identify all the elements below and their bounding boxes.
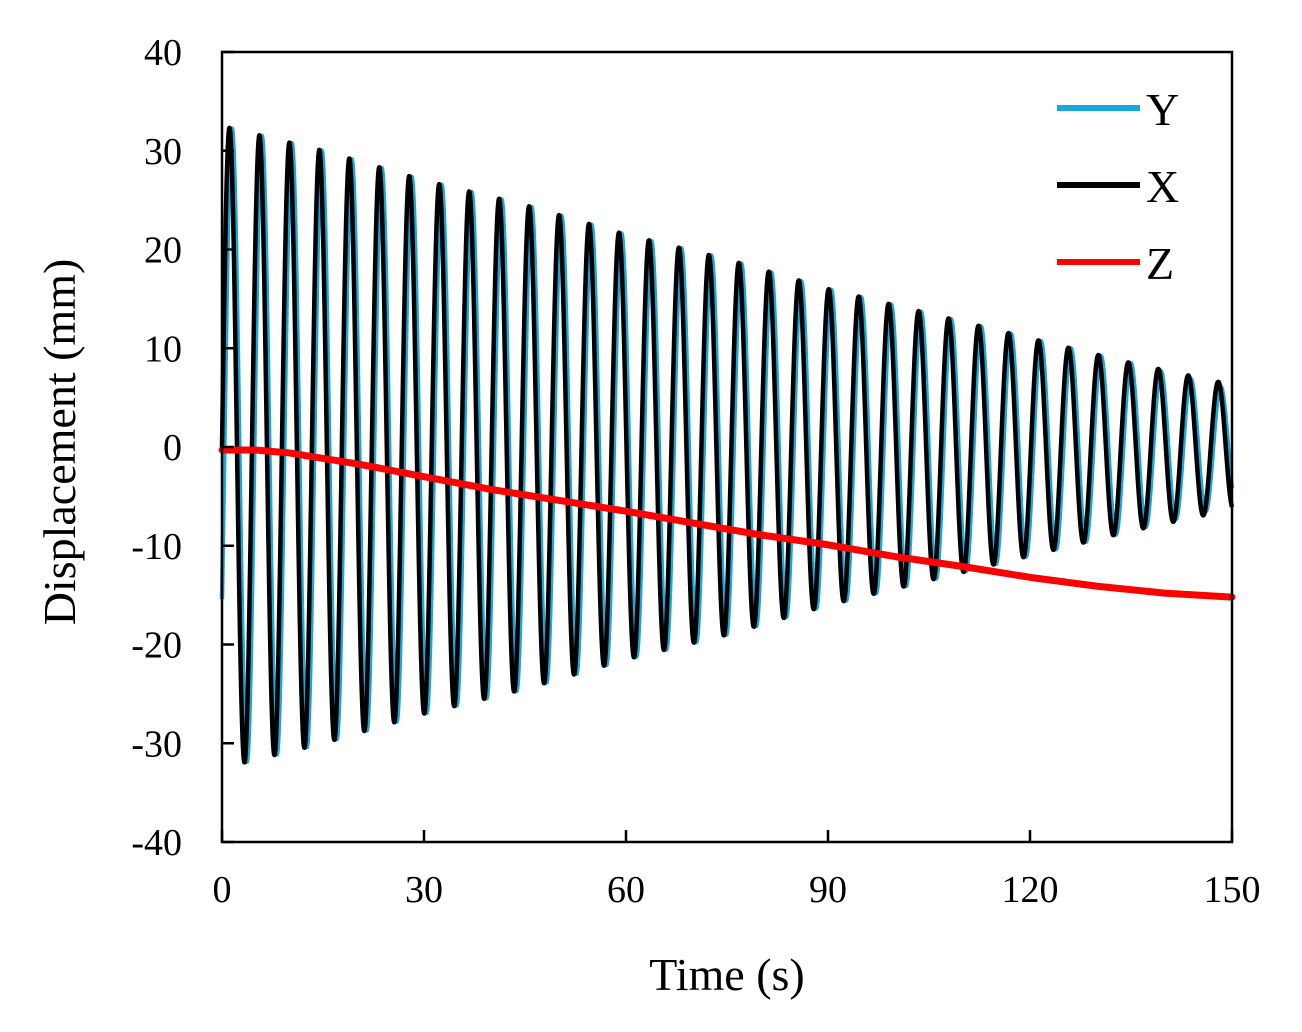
- y-tick-label: 10: [144, 328, 182, 370]
- y-tick-label: -20: [131, 625, 182, 667]
- y-tick-label: 0: [163, 427, 182, 469]
- series-line-y: [219, 126, 1235, 765]
- y-tick-label: 20: [144, 230, 182, 272]
- x-axis-title: Time (s): [649, 949, 805, 1000]
- legend-label-z: Z: [1146, 238, 1174, 289]
- series-layer: [218, 125, 1236, 765]
- series-line-z: [218, 446, 1236, 601]
- y-tick-label: -10: [131, 526, 182, 568]
- y-tick-label: -40: [131, 822, 182, 864]
- y-tick-label: 30: [144, 131, 182, 173]
- x-tick-label: 30: [405, 869, 443, 911]
- legend: YXZ: [1057, 84, 1179, 289]
- x-tick-label: 150: [1204, 869, 1261, 911]
- ticks-layer: 0 30 60 90 120 150 40 30 20 10 0 -10 -20 -30 -40: [131, 32, 1260, 911]
- y-axis-title: Displacement (mm): [34, 259, 85, 626]
- y-tick-label: -30: [131, 723, 182, 765]
- x-tick-label: 0: [213, 869, 232, 911]
- y-tick-label: 40: [144, 32, 182, 74]
- legend-label-x: X: [1146, 161, 1179, 212]
- legend-label-y: Y: [1146, 84, 1179, 135]
- series-line-x: [219, 125, 1235, 765]
- x-tick-label: 120: [1002, 869, 1059, 911]
- x-tick-label: 60: [607, 869, 645, 911]
- x-tick-label: 90: [809, 869, 847, 911]
